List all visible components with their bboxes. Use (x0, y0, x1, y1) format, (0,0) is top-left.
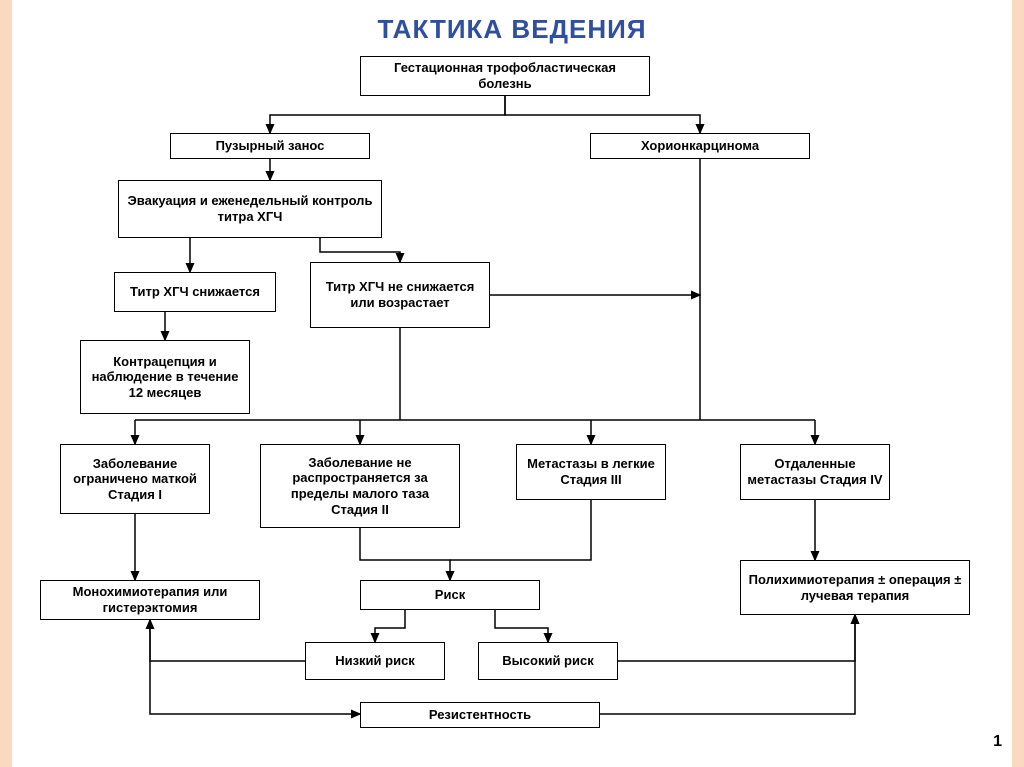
flow-edge-16 (450, 500, 591, 560)
flow-node-poly: Полихимиотерапия ± операция ± лучевая те… (740, 560, 970, 615)
flow-edge-19 (495, 610, 548, 642)
flow-node-chorio: Хорионкарцинома (590, 133, 810, 159)
flow-node-stage3: Метастазы в легкие Стадия III (516, 444, 666, 500)
flow-node-risk: Риск (360, 580, 540, 610)
flow-node-resist: Резистентность (360, 702, 600, 728)
flow-node-stage4: Отдаленные метастазы Стадия IV (740, 444, 890, 500)
flow-node-mono: Монохимиотерапия или гистерэктомия (40, 580, 260, 620)
flow-edge-20 (150, 620, 305, 661)
flow-edge-4 (320, 238, 400, 262)
flow-edge-1 (505, 96, 700, 133)
flow-edge-18 (375, 610, 405, 642)
decor-stripe-left (0, 0, 12, 767)
page-number: 1 (993, 733, 1002, 751)
flow-edge-0 (270, 96, 505, 133)
page-title: ТАКТИКА ВЕДЕНИЯ (0, 14, 1024, 45)
flow-node-contra: Контрацепция и наблюдение в течение 12 м… (80, 340, 250, 414)
flow-node-evac: Эвакуация и еженедельный контроль титра … (118, 180, 382, 238)
decor-stripe-right (1012, 0, 1024, 767)
flow-edge-23 (600, 615, 855, 714)
flow-node-molar: Пузырный занос (170, 133, 370, 159)
flow-node-stage2: Заболевание не распространяется за преде… (260, 444, 460, 528)
flow-node-stage1: Заболевание ограничено маткой Стадия I (60, 444, 210, 514)
flow-edge-15 (360, 528, 450, 580)
flow-edge-21 (618, 615, 855, 661)
flow-node-titerup: Титр ХГЧ не снижается или возрастает (310, 262, 490, 328)
flow-node-highrisk: Высокий риск (478, 642, 618, 680)
flow-node-root: Гестационная трофобластическая болезнь (360, 56, 650, 96)
flow-node-titerdown: Титр ХГЧ снижается (114, 272, 276, 312)
flow-node-lowrisk: Низкий риск (305, 642, 445, 680)
